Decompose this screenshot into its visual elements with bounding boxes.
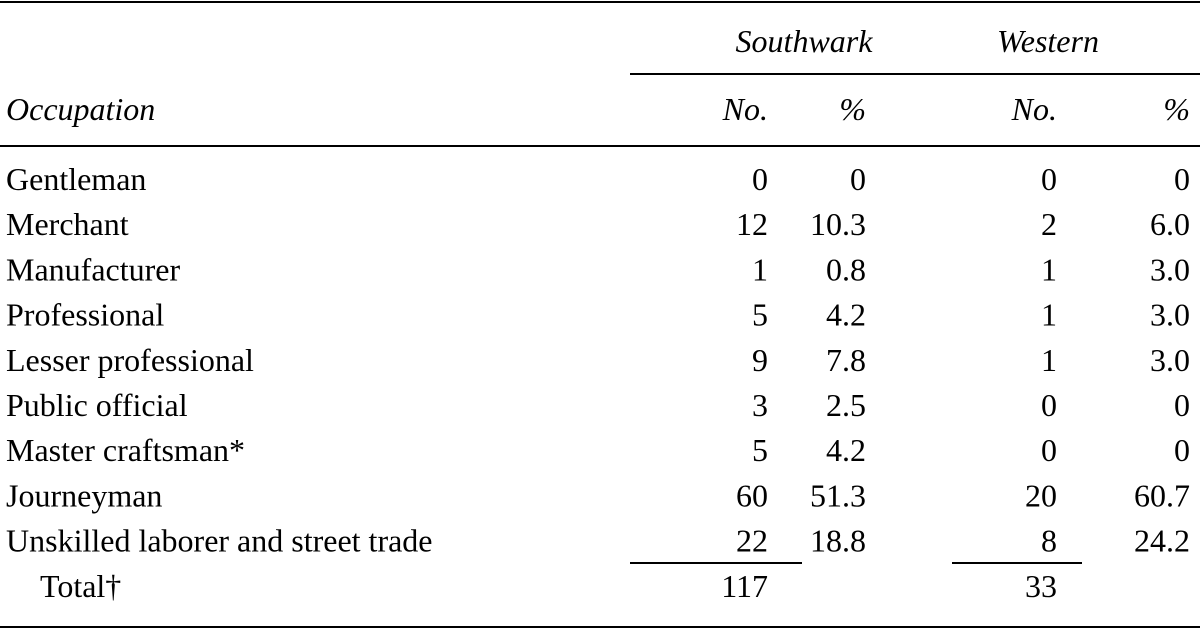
row-label: Manufacturer [6,251,180,287]
column-header: Occupation [6,91,155,127]
cell: 1 [1041,297,1057,333]
cell: 60 [736,477,768,513]
cell: 0 [1174,387,1190,423]
row-label: Public official [6,387,188,423]
total-cell: 33 [1025,568,1057,604]
cell: 10.3 [810,206,866,242]
column-header: % [1163,91,1190,127]
total-cell: 117 [721,568,768,604]
cell: 5 [752,297,768,333]
cell: 1 [1041,342,1057,378]
row-label: Unskilled laborer and street trade [6,523,433,559]
total-label: Total† [40,568,121,604]
row-label: Master craftsman* [6,432,245,468]
cell: 18.8 [810,523,866,559]
group-header: Western [997,23,1099,59]
cell: 2.5 [826,387,866,423]
cell: 0 [1174,432,1190,468]
row-label: Merchant [6,206,129,242]
row-label: Journeyman [6,477,162,513]
cell: 22 [736,523,768,559]
cell: 0 [1174,161,1190,197]
cell: 3.0 [1150,297,1190,333]
cell: 51.3 [810,477,866,513]
cell: 8 [1041,523,1057,559]
row-label: Professional [6,297,164,333]
cell: 24.2 [1134,523,1190,559]
cell: 4.2 [826,297,866,333]
cell: 7.8 [826,342,866,378]
cell: 0.8 [826,251,866,287]
cell: 0 [752,161,768,197]
cell: 3.0 [1150,251,1190,287]
cell: 6.0 [1150,206,1190,242]
cell: 2 [1041,206,1057,242]
cell: 0 [850,161,866,197]
cell: 0 [1041,387,1057,423]
cell: 9 [752,342,768,378]
cell: 3.0 [1150,342,1190,378]
cell: 60.7 [1134,477,1190,513]
cell: 1 [1041,251,1057,287]
cell: 0 [1041,432,1057,468]
column-header: No. [722,91,768,127]
row-label: Lesser professional [6,342,254,378]
cell: 12 [736,206,768,242]
column-header: % [839,91,866,127]
cell: 1 [752,251,768,287]
cell: 4.2 [826,432,866,468]
cell: 3 [752,387,768,423]
group-header: Southwark [736,23,874,59]
cell: 20 [1025,477,1057,513]
column-header: No. [1011,91,1057,127]
cell: 0 [1041,161,1057,197]
cell: 5 [752,432,768,468]
row-label: Gentleman [6,161,146,197]
